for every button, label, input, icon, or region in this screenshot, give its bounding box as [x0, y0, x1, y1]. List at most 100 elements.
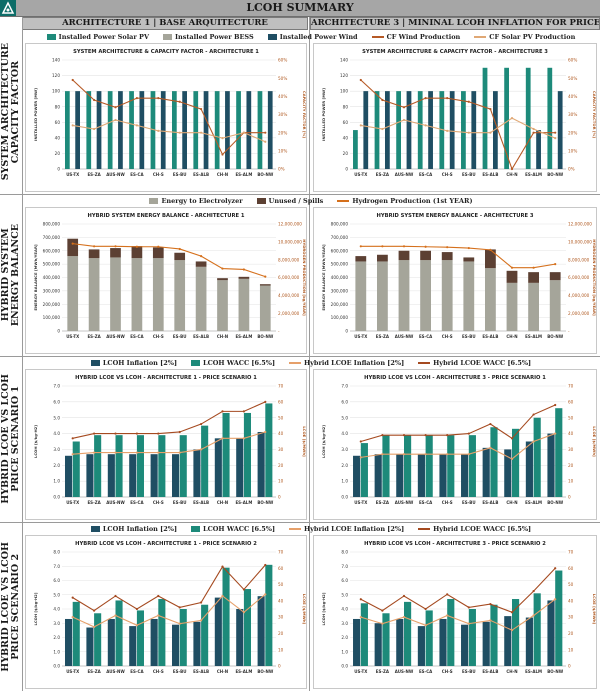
data-point: [71, 616, 74, 619]
y2-tick-label: 30%: [278, 112, 287, 117]
data-point: [381, 434, 384, 437]
y-tick-label: 80: [343, 104, 349, 109]
bar: [425, 435, 433, 497]
data-point: [532, 589, 535, 593]
chart-svg: HYBRID LCOE VS LCOH - ARCHITECTURE 1 - P…: [33, 541, 307, 674]
y2-tick-label: 50: [278, 415, 284, 420]
bar: [353, 618, 361, 666]
y2-tick-label: 2,000,000: [568, 311, 590, 316]
bar-segment: [259, 285, 271, 331]
x-tick-label: BO-NW: [257, 669, 274, 674]
y-tick-label: 1.0: [341, 649, 348, 654]
bar: [557, 91, 563, 169]
data-point: [489, 446, 492, 449]
data-point: [114, 106, 117, 109]
chart-title: HYBRID SYSTEM ENERGY BALANCE - ARCHITECT…: [377, 213, 534, 219]
bar: [492, 91, 498, 169]
x-tick-label: ES-ALM: [525, 172, 542, 177]
x-tick-label: AUS-NW: [395, 669, 414, 674]
bar: [547, 433, 555, 497]
bar-segment: [67, 238, 79, 257]
y2-tick-label: 0: [278, 495, 281, 500]
chart-capacity-architecture-3: SYSTEM ARCHITECTURE & CAPACITY FACTOR - …: [313, 43, 597, 192]
y-axis-label: ENERGY BALANCE [MWh/YEAR]: [321, 244, 326, 310]
x-tick-label: AUS-NW: [106, 334, 125, 339]
data-point: [264, 131, 267, 134]
x-tick-label: BO-NW: [547, 172, 564, 177]
data-point: [200, 448, 203, 451]
column-header-architecture-1: ARCHITECTURE 1 | BASE ARQUITECTURE: [22, 17, 308, 30]
x-tick-label: BO-NW: [547, 334, 564, 339]
y-tick-label: 2.0: [53, 635, 60, 640]
data-point: [359, 616, 362, 619]
bar: [94, 613, 102, 666]
data-point: [467, 622, 470, 625]
bar: [417, 91, 423, 169]
data-point: [157, 245, 160, 248]
bar: [374, 91, 380, 169]
bar: [64, 455, 73, 497]
y-tick-label: 600,000: [331, 248, 349, 253]
bar: [64, 618, 73, 666]
x-tick-label: US-TX: [354, 669, 367, 674]
bar: [94, 435, 102, 497]
y2-tick-label: 20%: [278, 130, 287, 135]
data-point: [178, 430, 181, 434]
chart-lcoh-s1-architecture-1: HYBRID LCOE VS LCOH - ARCHITECTURE 1 - P…: [25, 369, 307, 520]
bar: [72, 441, 80, 497]
y2-tick-label: 10: [278, 479, 284, 484]
data-point: [264, 593, 267, 596]
chart-capacity-architecture-1: SYSTEM ARCHITECTURE & CAPACITY FACTOR - …: [25, 43, 307, 192]
data-point: [402, 594, 406, 598]
bar-segment: [506, 270, 518, 283]
data-point: [381, 453, 384, 456]
bar: [547, 67, 553, 169]
x-tick-label: ES-ALM: [235, 334, 252, 339]
x-tick-label: ES-ALM: [235, 669, 252, 674]
y-tick-label: 2.0: [341, 635, 348, 640]
bar-segment: [174, 260, 186, 331]
data-point: [532, 413, 535, 416]
bar: [179, 435, 187, 497]
data-point: [178, 131, 181, 134]
x-tick-label: ES-CA: [130, 500, 144, 505]
y-tick-label: 0.0: [341, 664, 348, 669]
y-tick-label: 100: [52, 89, 60, 94]
y-tick-label: 5.0: [53, 415, 60, 420]
y2-tick-label: 40: [568, 431, 574, 436]
bar-segment: [195, 266, 207, 331]
x-tick-label: ES-ZA: [376, 500, 390, 505]
data-point: [135, 624, 138, 627]
y2-tick-label: 70: [568, 550, 574, 555]
data-point: [446, 246, 449, 249]
bar: [201, 425, 209, 497]
y2-tick-label: 50: [568, 415, 574, 420]
bar: [490, 427, 498, 497]
y2-tick-label: 60: [278, 566, 284, 571]
x-tick-label: CH-S: [442, 669, 453, 674]
bar: [536, 130, 541, 169]
bar-segment: [238, 276, 250, 279]
x-tick-label: ES-ALB: [193, 669, 209, 674]
bar: [482, 447, 490, 497]
data-point: [510, 167, 514, 171]
legend-item: CF Solar PV Production: [474, 33, 575, 41]
data-point: [446, 129, 449, 132]
y2-tick-label: -: [568, 329, 570, 334]
bar: [150, 454, 158, 497]
y2-tick-label: 10,000,000: [568, 239, 592, 244]
x-tick-label: BO-NW: [257, 500, 274, 505]
data-point: [114, 432, 117, 435]
x-tick-label: BO-NW: [257, 334, 274, 339]
x-tick-label: CH-N: [506, 500, 517, 505]
y2-tick-label: 30: [278, 447, 284, 452]
bar-segment: [88, 258, 100, 331]
x-tick-label: US-TX: [66, 172, 79, 177]
chart-title: SYSTEM ARCHITECTURE & CAPACITY FACTOR - …: [73, 49, 259, 55]
data-point: [424, 124, 427, 127]
y2-tick-label: 12,000,000: [568, 222, 592, 227]
data-point: [93, 127, 96, 131]
bar: [107, 618, 115, 666]
data-point: [178, 606, 181, 609]
chart-title: HYBRID LCOE VS LCOH - ARCHITECTURE 1 - P…: [75, 541, 257, 547]
